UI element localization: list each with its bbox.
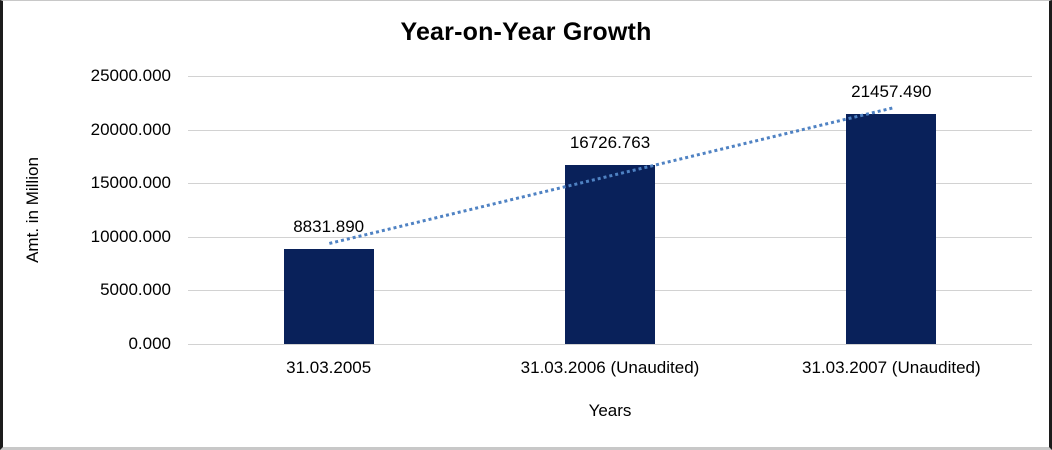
bar-value-label: 16726.763 [569, 132, 651, 152]
x-category-label: 31.03.2007 (Unaudited) [802, 358, 981, 377]
y-axis-title: Amt. in Million [23, 157, 42, 263]
bar-value-label: 8831.890 [293, 217, 365, 237]
y-tick-label: 15000.000 [90, 173, 171, 193]
y-tick-label: 5000.000 [100, 280, 171, 300]
x-category-label: 31.03.2006 (Unaudited) [520, 358, 700, 377]
bar [283, 249, 374, 344]
bar [846, 113, 937, 344]
y-tick-label: 10000.000 [90, 226, 171, 246]
x-axis-title: Years [588, 401, 632, 420]
gridline [188, 129, 1032, 131]
x-category-label: 31.03.2005 [286, 358, 372, 377]
y-tick-label: 25000.000 [90, 66, 171, 85]
bar [565, 164, 655, 344]
gridline [188, 344, 1032, 345]
y-tick-label: 20000.000 [90, 119, 171, 139]
plot-area: 8831.890 16726.763 21457.490 [188, 76, 1032, 345]
gridline [188, 76, 1032, 77]
y-tick-label: 0.000 [128, 334, 171, 353]
chart-title: Year-on-Year Growth [400, 18, 652, 46]
bar-value-label: 21457.490 [851, 81, 932, 101]
